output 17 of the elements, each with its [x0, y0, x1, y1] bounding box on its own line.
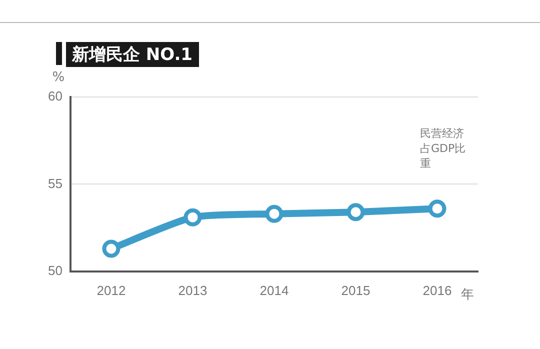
point	[265, 204, 284, 223]
chart-title: 新增民企 NO.1	[66, 42, 199, 67]
point	[184, 208, 202, 226]
x-tick-label: 2014	[260, 282, 289, 298]
point	[102, 240, 120, 258]
y-tick-label: 55	[48, 176, 62, 191]
annotation: 民营经济占GDP比重	[420, 127, 466, 170]
y-tick-label: 50	[48, 262, 62, 278]
x-tick-label: 2015	[341, 282, 370, 298]
y-axis-title: %	[52, 70, 65, 85]
x-tick-label: 2016	[422, 282, 452, 298]
x-axis-title: 年	[461, 287, 474, 302]
x-tick-label: 2012	[96, 282, 126, 298]
point	[428, 200, 446, 218]
x-tick-label: 2013	[178, 282, 208, 298]
point	[346, 203, 365, 222]
y-tick-label: 60	[48, 88, 62, 104]
